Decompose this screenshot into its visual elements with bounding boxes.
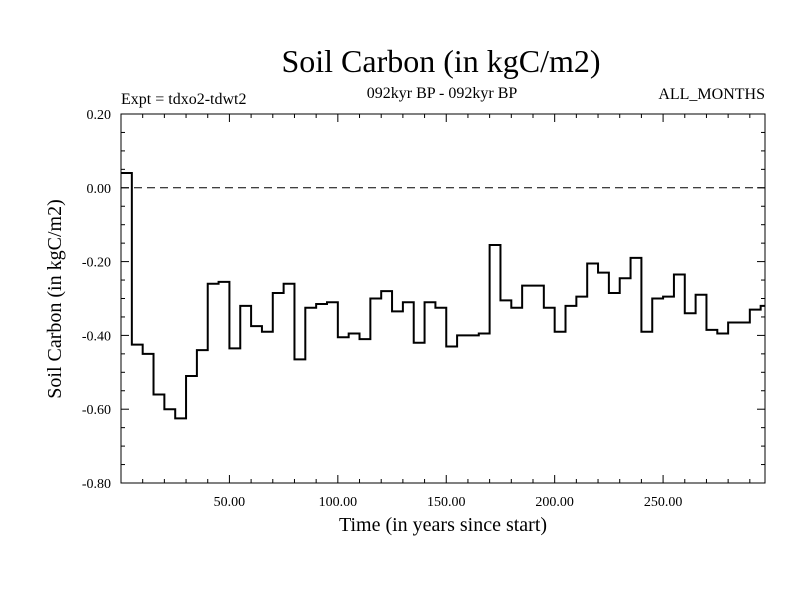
x-tick-label: 150.00 — [427, 495, 466, 510]
experiment-label: Expt = tdxo2-tdwt2 — [121, 91, 246, 108]
y-axis: 0.20 0.00 -0.20 -0.40 -0.60 -0.80 — [82, 108, 765, 492]
y-tick-label: -0.40 — [82, 329, 111, 344]
series — [121, 172, 765, 420]
y-tick-label: -0.20 — [82, 256, 111, 271]
x-tick-label: 50.00 — [214, 495, 246, 510]
x-tick-label: 100.00 — [319, 495, 358, 510]
y-tick-label: 0.20 — [87, 108, 112, 123]
x-axis-label: Time (in years since start) — [339, 514, 547, 536]
x-tick-label: 200.00 — [535, 495, 574, 510]
months-label: ALL_MONTHS — [658, 86, 765, 103]
y-tick-label: 0.00 — [87, 182, 112, 197]
x-axis: 50.00 100.00 150.00 200.00 250.00 — [120, 114, 751, 510]
y-axis-label: Soil Carbon (in kgC/m2) — [44, 199, 66, 398]
series-line — [121, 172, 765, 420]
y-tick-label: -0.80 — [82, 477, 111, 492]
chart-title: Soil Carbon (in kgC/m2) — [281, 43, 600, 79]
period-label: 092kyr BP - 092kyr BP — [367, 85, 518, 102]
plot-frame — [120, 113, 766, 484]
y-tick-label: -0.60 — [82, 403, 111, 418]
x-tick-label: 250.00 — [644, 495, 683, 510]
